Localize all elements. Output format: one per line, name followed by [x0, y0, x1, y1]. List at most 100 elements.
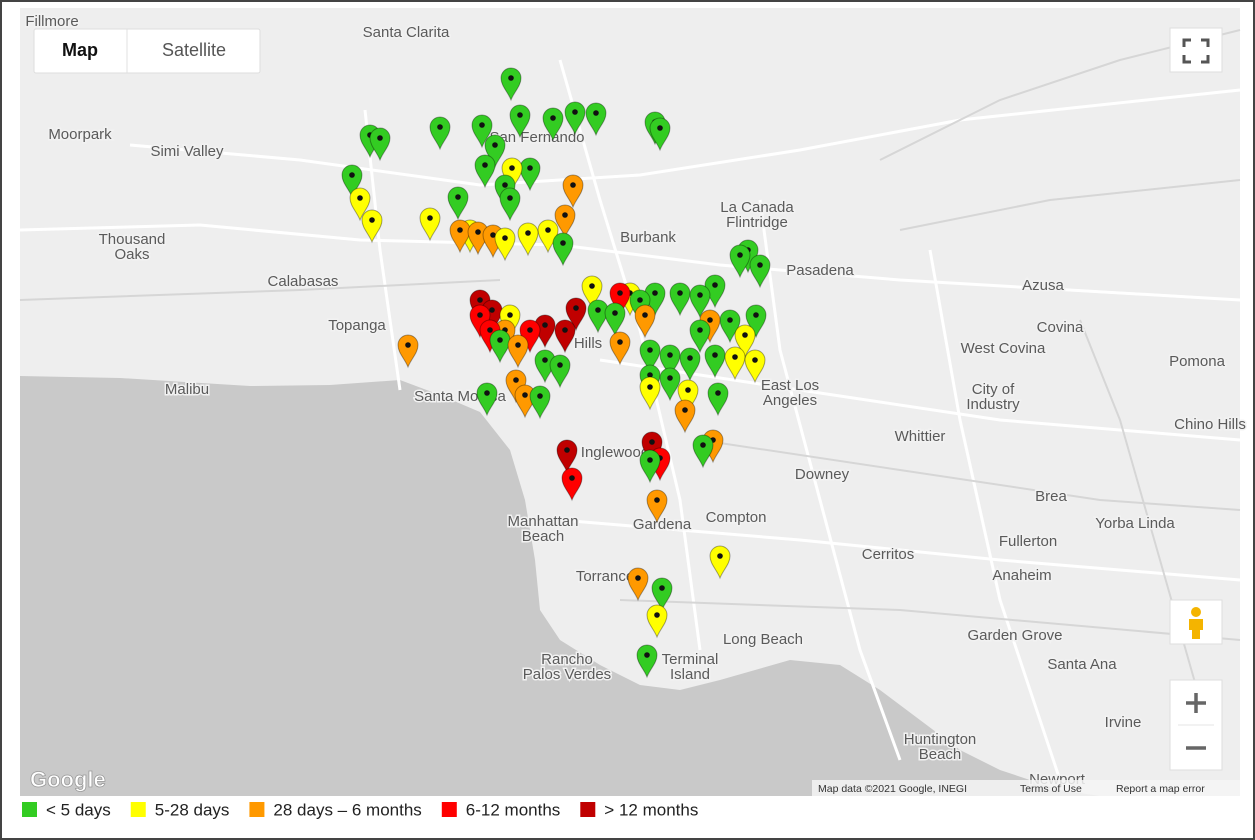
- marker[interactable]: [476, 382, 498, 417]
- marker[interactable]: [649, 117, 671, 152]
- report-link[interactable]: Report a map error: [1116, 783, 1205, 795]
- marker[interactable]: [517, 222, 539, 257]
- pegman-button[interactable]: [1169, 599, 1223, 645]
- place-label: Covina: [1037, 319, 1084, 336]
- place-label: Topanga: [328, 317, 386, 334]
- marker[interactable]: [692, 434, 714, 469]
- marker-dot: [647, 372, 653, 378]
- terms-link[interactable]: Terms of Use: [1020, 783, 1082, 795]
- marker[interactable]: [447, 186, 469, 221]
- marker[interactable]: [474, 154, 496, 189]
- marker[interactable]: [484, 134, 506, 169]
- marker-dot: [509, 165, 515, 171]
- marker[interactable]: [509, 104, 531, 139]
- marker-pin: [639, 339, 661, 374]
- marker[interactable]: [627, 567, 649, 602]
- place-label: Garden Grove: [967, 627, 1062, 644]
- marker[interactable]: [507, 334, 529, 369]
- marker[interactable]: [639, 449, 661, 484]
- marker[interactable]: [585, 102, 607, 137]
- marker[interactable]: [744, 349, 766, 384]
- marker[interactable]: [745, 304, 767, 339]
- marker[interactable]: [581, 275, 603, 310]
- marker[interactable]: [704, 344, 726, 379]
- marker[interactable]: [609, 282, 631, 317]
- marker[interactable]: [724, 346, 746, 381]
- marker-pin: [634, 304, 656, 339]
- marker[interactable]: [341, 164, 363, 199]
- marker-dot: [525, 230, 531, 236]
- satellite-button[interactable]: Satellite: [162, 40, 226, 60]
- marker-pin: [639, 449, 661, 484]
- marker[interactable]: [552, 232, 574, 267]
- marker[interactable]: [369, 127, 391, 162]
- marker[interactable]: [646, 604, 668, 639]
- marker[interactable]: [349, 187, 371, 222]
- marker[interactable]: [669, 282, 691, 317]
- marker[interactable]: [674, 399, 696, 434]
- marker-pin: [749, 254, 771, 289]
- marker[interactable]: [549, 354, 571, 389]
- place-label: Oaks: [114, 246, 149, 263]
- marker[interactable]: [564, 101, 586, 136]
- marker-dot: [542, 322, 548, 328]
- marker[interactable]: [419, 207, 441, 242]
- marker[interactable]: [556, 439, 578, 474]
- marker-pin: [745, 304, 767, 339]
- marker-dot: [484, 390, 490, 396]
- marker[interactable]: [659, 344, 681, 379]
- marker-dot: [513, 377, 519, 383]
- marker[interactable]: [679, 347, 701, 382]
- marker[interactable]: [636, 644, 658, 679]
- marker[interactable]: [489, 329, 511, 364]
- marker[interactable]: [562, 174, 584, 209]
- marker-pin: [729, 244, 751, 279]
- marker[interactable]: [729, 244, 751, 279]
- marker[interactable]: [689, 284, 711, 319]
- marker[interactable]: [397, 334, 419, 369]
- marker[interactable]: [449, 219, 471, 254]
- marker-dot: [489, 307, 495, 313]
- marker[interactable]: [554, 319, 576, 354]
- marker[interactable]: [646, 489, 668, 524]
- marker[interactable]: [429, 116, 451, 151]
- marker[interactable]: [639, 376, 661, 411]
- marker[interactable]: [561, 467, 583, 502]
- marker[interactable]: [554, 204, 576, 239]
- marker-pin: [659, 367, 681, 402]
- place-label: La Canada: [720, 199, 794, 216]
- marker[interactable]: [587, 299, 609, 334]
- marker[interactable]: [565, 297, 587, 332]
- marker[interactable]: [639, 339, 661, 374]
- marker[interactable]: [471, 114, 493, 149]
- marker-dot: [562, 212, 568, 218]
- marker[interactable]: [734, 324, 756, 359]
- marker[interactable]: [361, 209, 383, 244]
- marker[interactable]: [494, 227, 516, 262]
- marker[interactable]: [709, 545, 731, 580]
- marker[interactable]: [707, 382, 729, 417]
- marker[interactable]: [500, 67, 522, 102]
- marker-pin: [484, 134, 506, 169]
- marker[interactable]: [609, 331, 631, 366]
- marker-pin: [361, 209, 383, 244]
- marker[interactable]: [659, 367, 681, 402]
- marker[interactable]: [651, 577, 673, 612]
- marker[interactable]: [499, 187, 521, 222]
- zoom-in[interactable]: [1186, 693, 1206, 713]
- marker[interactable]: [529, 385, 551, 420]
- marker[interactable]: [677, 379, 699, 414]
- attribution: Map data ©2021 Google, INEGI: [818, 783, 967, 795]
- marker[interactable]: [514, 384, 536, 419]
- place-label: Flintridge: [726, 214, 788, 231]
- marker[interactable]: [689, 319, 711, 354]
- map-button[interactable]: Map: [62, 40, 98, 60]
- marker-pin: [509, 104, 531, 139]
- marker[interactable]: [604, 302, 626, 337]
- marker[interactable]: [749, 254, 771, 289]
- marker[interactable]: [542, 107, 564, 142]
- marker-dot: [697, 292, 703, 298]
- marker[interactable]: [634, 304, 656, 339]
- fullscreen-button[interactable]: [1169, 27, 1223, 73]
- marker[interactable]: [519, 157, 541, 192]
